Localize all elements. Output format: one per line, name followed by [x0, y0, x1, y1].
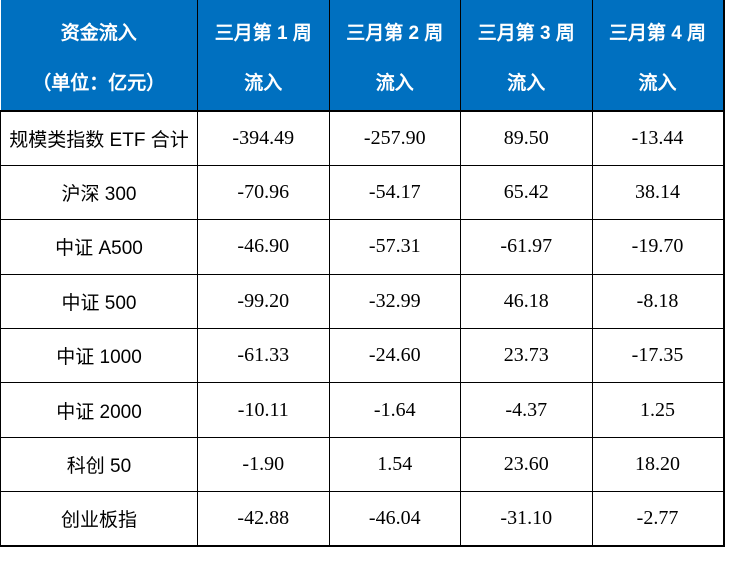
value-cell: -4.37 — [460, 382, 593, 438]
table-row: 中证 2000 -10.11 -1.64 -4.37 1.25 — [0, 382, 725, 438]
value-cell: -17.35 — [591, 327, 725, 384]
value-cell: -61.97 — [460, 219, 593, 275]
value-cell: -70.96 — [197, 164, 330, 221]
header-week1-cell: 三月第 1 周 流入 — [197, 0, 330, 112]
value-cell: -24.60 — [328, 327, 461, 384]
value-cell: -1.64 — [328, 382, 461, 438]
header-week4-inner: 三月第 4 周 流入 — [593, 0, 722, 109]
value-cell: -61.33 — [197, 327, 330, 384]
table-header: 资金流入 （单位：亿元） 三月第 1 周 流入 三月第 2 周 流入 — [0, 0, 725, 112]
value-cell: 18.20 — [591, 436, 725, 493]
value-cell: 1.54 — [328, 436, 461, 493]
header-week2-inner: 三月第 2 周 流入 — [330, 0, 460, 109]
value-cell: 46.18 — [460, 273, 593, 330]
table-title: 资金流入 — [60, 22, 137, 44]
table-row: 中证 500 -99.20 -32.99 46.18 -8.18 — [0, 273, 725, 330]
value-cell: -19.70 — [591, 219, 725, 275]
value-cell: -10.11 — [197, 382, 330, 438]
header-week1-inner: 三月第 1 周 流入 — [198, 0, 328, 109]
value-cell: -8.18 — [591, 273, 725, 330]
value-cell: -257.90 — [328, 110, 461, 166]
row-label: 中证 500 — [0, 273, 198, 330]
value-cell: -57.31 — [328, 219, 461, 275]
row-label: 科创 50 — [0, 436, 198, 493]
header-week3-cell: 三月第 3 周 流入 — [460, 0, 593, 112]
header-week3-sub: 流入 — [507, 72, 546, 94]
table-row: 中证 A500 -46.90 -57.31 -61.97 -19.70 — [0, 219, 725, 275]
value-cell: -32.99 — [328, 273, 461, 330]
value-cell: -13.44 — [591, 110, 725, 166]
table-body: 规模类指数 ETF 合计 -394.49 -257.90 89.50 -13.4… — [0, 110, 725, 548]
row-label: 沪深 300 — [0, 164, 198, 221]
header-week3-inner: 三月第 3 周 流入 — [461, 0, 591, 109]
header-corner-inner: 资金流入 （单位：亿元） — [1, 0, 197, 109]
row-label: 中证 2000 — [0, 382, 198, 438]
header-row: 资金流入 （单位：亿元） 三月第 1 周 流入 三月第 2 周 流入 — [0, 0, 725, 112]
header-week4-cell: 三月第 4 周 流入 — [591, 0, 725, 112]
fund-flow-table: 资金流入 （单位：亿元） 三月第 1 周 流入 三月第 2 周 流入 — [0, 0, 725, 548]
row-label: 规模类指数 ETF 合计 — [0, 110, 198, 166]
header-week1-sub: 流入 — [244, 72, 283, 94]
table-row: 沪深 300 -70.96 -54.17 65.42 38.14 — [0, 164, 725, 221]
value-cell: -46.90 — [197, 219, 330, 275]
header-week2-cell: 三月第 2 周 流入 — [328, 0, 461, 112]
header-week4-sub: 流入 — [638, 72, 677, 94]
header-week4-title: 三月第 4 周 — [608, 22, 707, 44]
header-week1-title: 三月第 1 周 — [214, 22, 312, 44]
value-cell: -1.90 — [197, 436, 330, 493]
value-cell: -31.10 — [460, 491, 593, 548]
table-row: 中证 1000 -61.33 -24.60 23.73 -17.35 — [0, 327, 725, 384]
header-week3-title: 三月第 3 周 — [477, 22, 575, 44]
header-week2-sub: 流入 — [375, 72, 414, 94]
table-row: 创业板指 -42.88 -46.04 -31.10 -2.77 — [0, 491, 725, 548]
header-corner-cell: 资金流入 （单位：亿元） — [0, 0, 198, 112]
row-label: 创业板指 — [0, 491, 198, 548]
table-unit-label: （单位：亿元） — [32, 72, 166, 94]
value-cell: -54.17 — [328, 164, 461, 221]
value-cell: 23.60 — [460, 436, 593, 493]
value-cell: 1.25 — [591, 382, 725, 438]
value-cell: 38.14 — [591, 164, 725, 221]
header-week2-title: 三月第 2 周 — [346, 22, 444, 44]
value-cell: -46.04 — [328, 491, 461, 548]
value-cell: -99.20 — [197, 273, 330, 330]
row-label: 中证 A500 — [0, 219, 198, 275]
table-row: 科创 50 -1.90 1.54 23.60 18.20 — [0, 436, 725, 493]
value-cell: 89.50 — [460, 110, 593, 166]
table-row: 规模类指数 ETF 合计 -394.49 -257.90 89.50 -13.4… — [0, 110, 725, 166]
value-cell: 23.73 — [460, 327, 593, 384]
row-label: 中证 1000 — [0, 327, 198, 384]
value-cell: 65.42 — [460, 164, 593, 221]
value-cell: -2.77 — [591, 491, 725, 548]
value-cell: -42.88 — [197, 491, 330, 548]
value-cell: -394.49 — [197, 110, 330, 166]
